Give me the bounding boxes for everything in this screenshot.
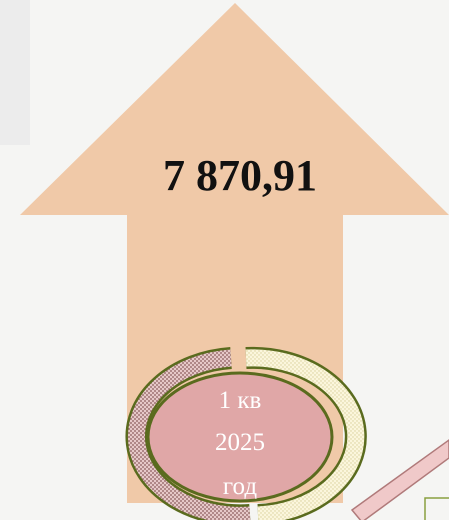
side-panel <box>0 0 30 145</box>
period-line: год <box>223 473 257 500</box>
diagonal-bar <box>350 439 449 520</box>
small-box <box>424 497 449 520</box>
value: 7 870,91 <box>163 151 317 200</box>
ring-left <box>127 349 251 520</box>
period-line: 2025 <box>215 429 265 456</box>
center-ellipse <box>146 371 334 503</box>
arrow <box>20 3 449 503</box>
ring-right <box>245 349 365 520</box>
period-line: 1 кв <box>219 387 262 414</box>
